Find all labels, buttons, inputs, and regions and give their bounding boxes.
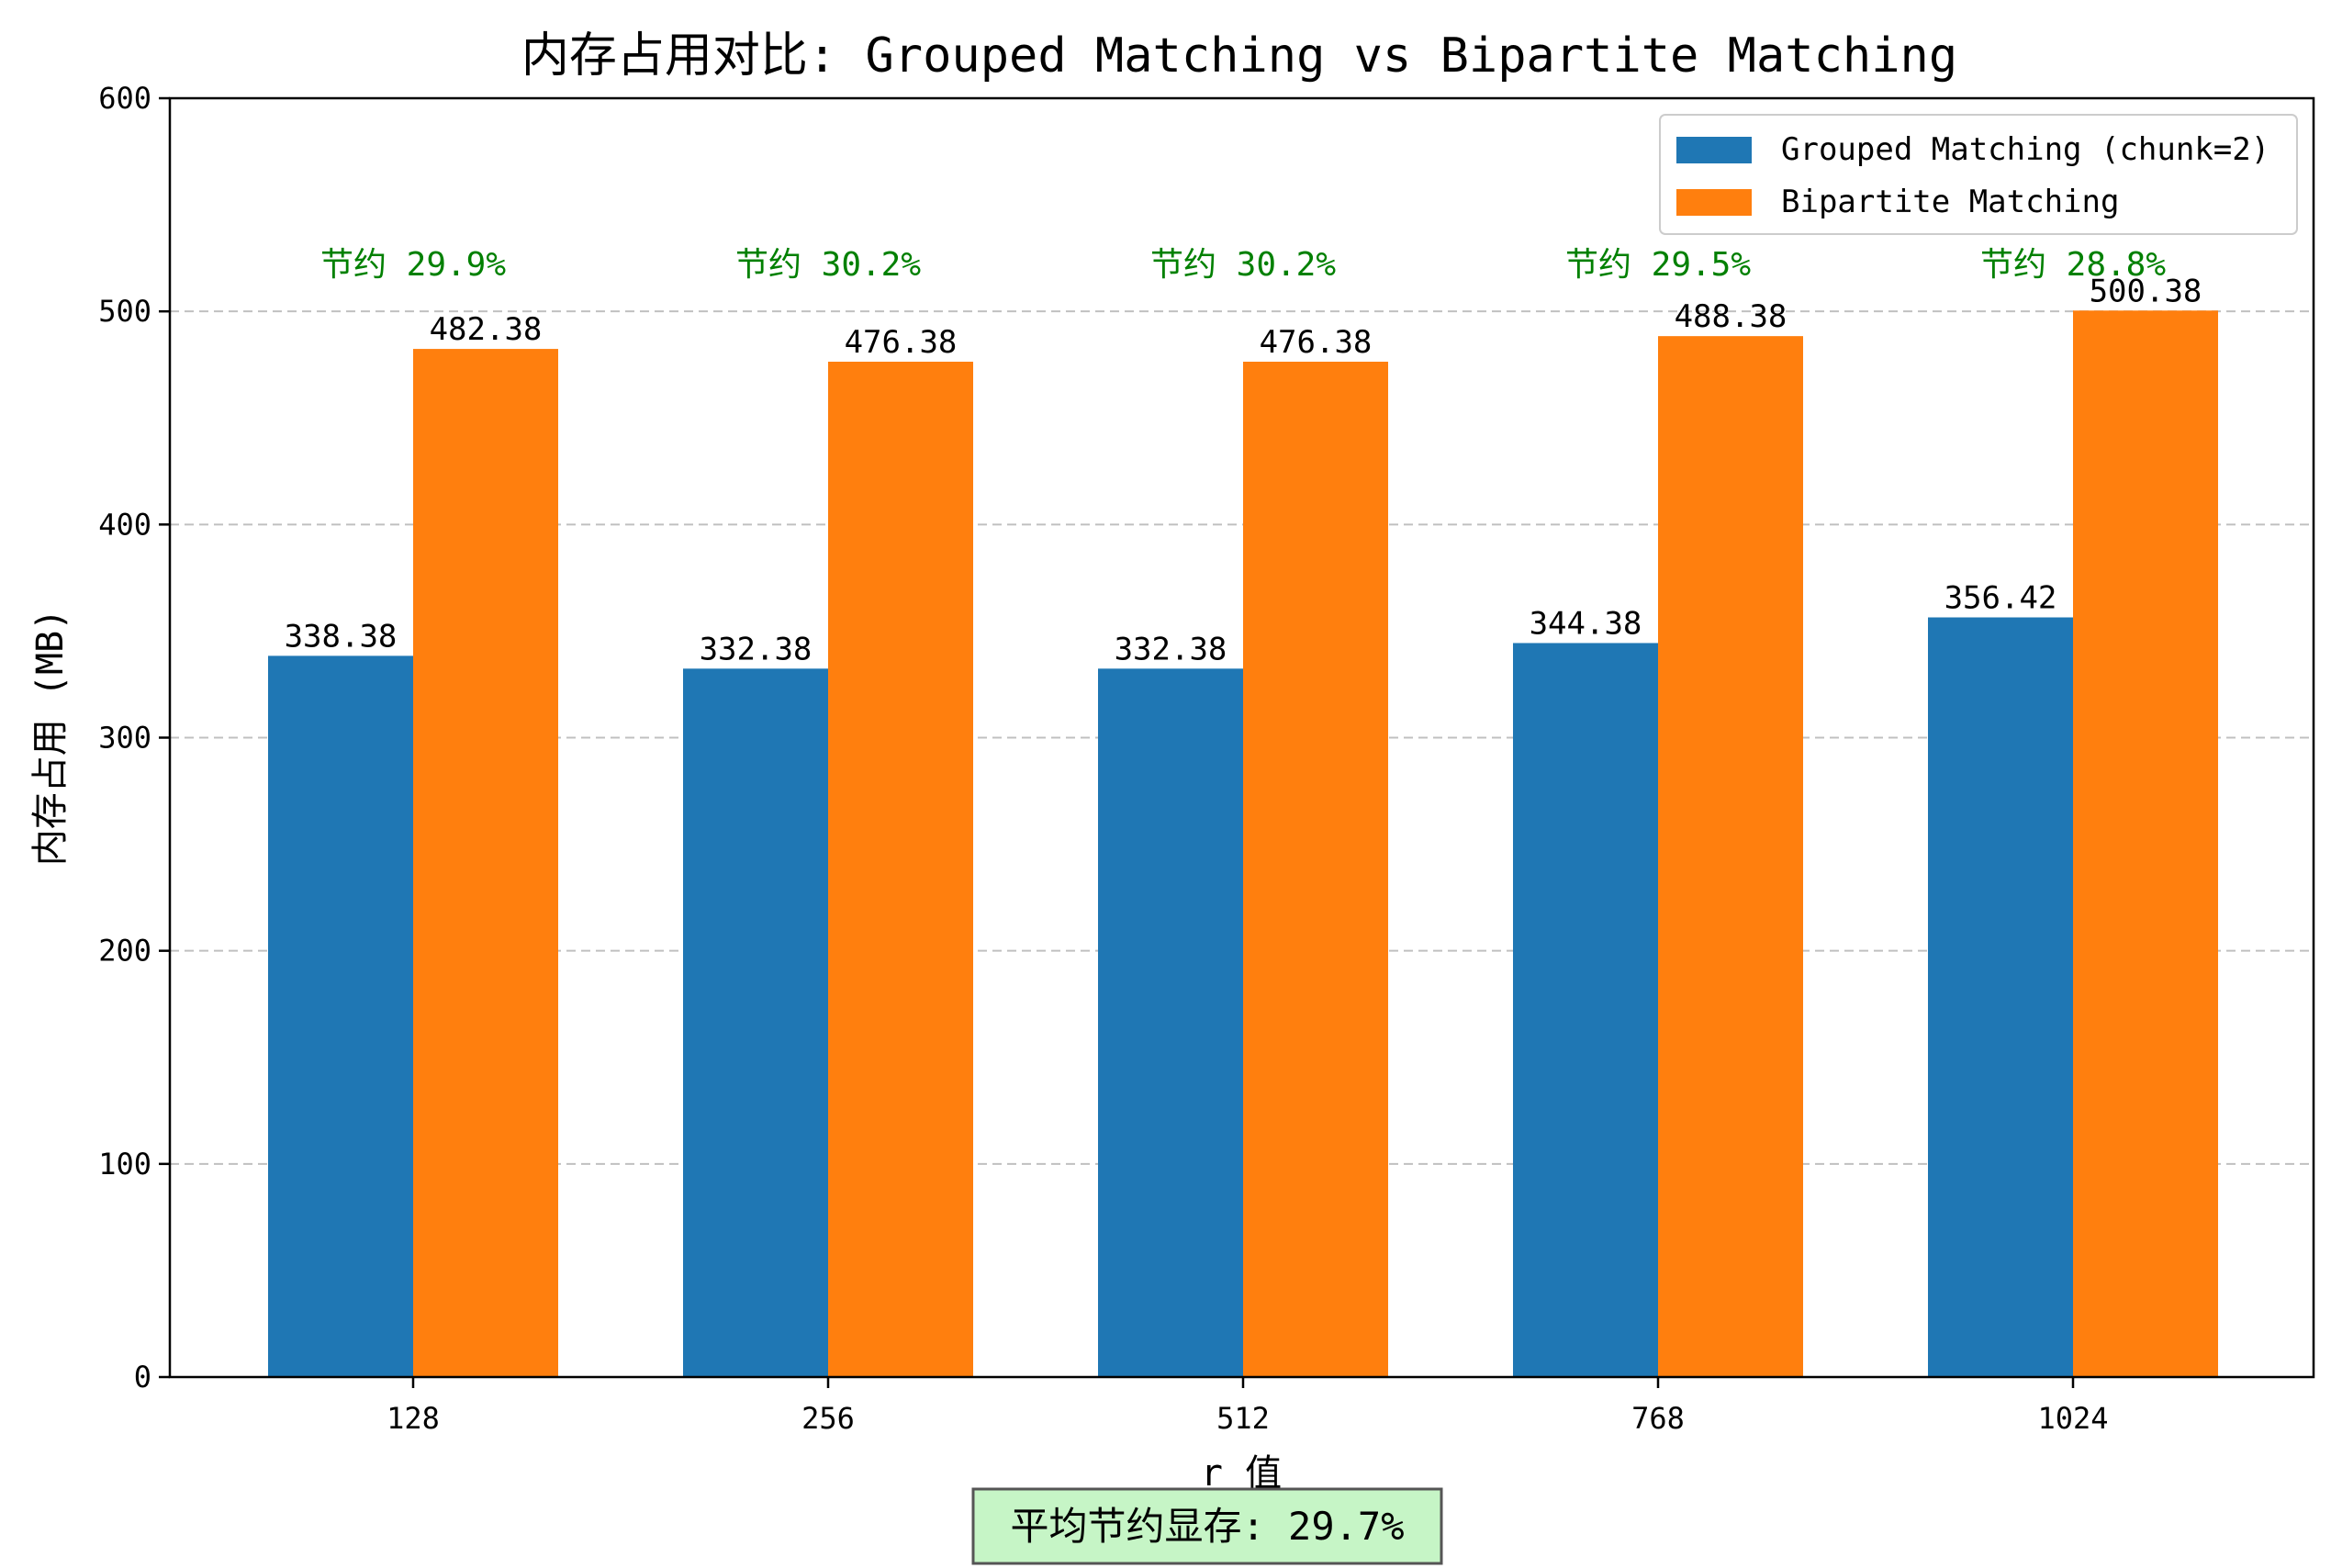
bar-bipartite: [2073, 310, 2218, 1377]
bar-bipartite: [1658, 336, 1803, 1377]
savings-label: 节约 29.9%: [320, 246, 506, 284]
bar-grouped: [1513, 643, 1658, 1377]
x-tick-label: 1024: [2037, 1401, 2108, 1436]
chart-title: 内存占用对比: Grouped Matching vs Bipartite Ma…: [521, 28, 1957, 84]
y-tick-label: 400: [98, 507, 151, 542]
bar-value-label: 332.38: [700, 631, 812, 667]
x-tick-label: 256: [801, 1401, 855, 1436]
savings-label: 节约 29.5%: [1565, 246, 1751, 284]
y-tick-label: 100: [98, 1147, 151, 1182]
x-tick-label: 512: [1216, 1401, 1270, 1436]
bar-grouped: [1928, 618, 2073, 1377]
summary-box: 平均节约显存: 29.7%: [973, 1489, 1441, 1563]
bar-grouped: [1098, 668, 1243, 1377]
bar-grouped: [683, 668, 828, 1377]
y-tick-label: 500: [98, 294, 151, 329]
bar-value-label: 476.38: [1260, 324, 1373, 361]
bar-grouped: [268, 655, 413, 1377]
x-tick-label: 128: [387, 1401, 440, 1436]
legend-swatch-bipartite: [1676, 189, 1752, 216]
legend-label-grouped: Grouped Matching (chunk=2): [1781, 131, 2269, 168]
savings-label: 节约 30.2%: [1150, 246, 1336, 284]
bar-value-label: 488.38: [1675, 298, 1787, 335]
bar-bipartite: [828, 362, 973, 1377]
bar-bipartite: [413, 349, 558, 1377]
legend-swatch-grouped: [1676, 137, 1752, 163]
bar-value-label: 338.38: [285, 618, 398, 655]
y-tick-label: 200: [98, 934, 151, 969]
savings-label: 节约 28.8%: [1980, 246, 2166, 284]
legend: Grouped Matching (chunk=2) Bipartite Mat…: [1660, 115, 2297, 234]
bar-value-label: 476.38: [845, 324, 958, 361]
x-tick-label: 768: [1631, 1401, 1685, 1436]
bar-value-label: 332.38: [1115, 631, 1227, 667]
y-tick-label: 0: [134, 1360, 151, 1394]
y-tick-label: 600: [98, 81, 151, 116]
summary-text: 平均节约显存: 29.7%: [1010, 1504, 1404, 1549]
y-tick-label: 300: [98, 721, 151, 756]
legend-label-bipartite: Bipartite Matching: [1781, 184, 2119, 220]
bars: [268, 310, 2218, 1377]
bar-value-label: 482.38: [430, 311, 543, 348]
bar-value-label: 356.42: [1944, 580, 2057, 617]
savings-label: 节约 30.2%: [735, 246, 921, 284]
bar-value-label: 344.38: [1530, 605, 1642, 642]
y-axis-label: 内存占用 (MB): [29, 609, 72, 866]
bar-bipartite: [1243, 362, 1388, 1377]
